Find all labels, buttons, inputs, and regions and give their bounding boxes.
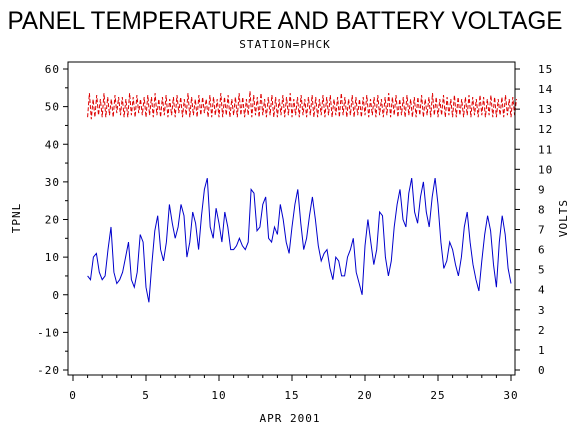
- left-tick-label: 40: [45, 138, 60, 151]
- chart-title: PANEL TEMPERATURE AND BATTERY VOLTAGE: [8, 7, 563, 35]
- chart-subtitle: STATION=PHCK: [239, 38, 330, 51]
- x-tick-label: 15: [284, 389, 299, 402]
- x-tick-label: 30: [503, 389, 518, 402]
- left-tick-label: 10: [45, 251, 60, 264]
- right-axis-label: VOLTS: [557, 199, 570, 237]
- right-tick-label: 11: [538, 143, 553, 156]
- left-tick-label: -20: [37, 364, 60, 377]
- right-tick-label: 0: [538, 364, 546, 377]
- left-axis-ticks: -20 -10 0 10 20 30 40 50 60: [37, 63, 68, 377]
- right-tick-label: 14: [538, 83, 553, 96]
- left-tick-label: 30: [45, 176, 60, 189]
- x-tick-label: 0: [69, 389, 77, 402]
- x-axis-label: APR 2001: [260, 412, 321, 425]
- right-tick-label: 10: [538, 163, 553, 176]
- x-tick-label: 20: [357, 389, 372, 402]
- left-tick-label: 50: [45, 101, 60, 114]
- battery-voltage-series: [87, 91, 517, 120]
- right-tick-label: 2: [538, 324, 546, 337]
- x-tick-label: 5: [142, 389, 150, 402]
- x-tick-label: 10: [211, 389, 226, 402]
- left-tick-label: 20: [45, 214, 60, 227]
- left-axis-label: TPNL: [10, 203, 23, 234]
- right-tick-label: 4: [538, 284, 546, 297]
- right-tick-label: 6: [538, 244, 546, 257]
- right-tick-label: 7: [538, 224, 546, 237]
- right-tick-label: 3: [538, 304, 546, 317]
- right-tick-label: 13: [538, 103, 553, 116]
- left-tick-label: 60: [45, 63, 60, 76]
- right-tick-label: 12: [538, 123, 553, 136]
- right-tick-label: 5: [538, 264, 546, 277]
- left-tick-label: -10: [37, 326, 60, 339]
- panel-temperature-series: [87, 177, 512, 303]
- right-tick-label: 1: [538, 344, 546, 357]
- x-tick-label: 25: [430, 389, 445, 402]
- right-tick-label: 9: [538, 183, 546, 196]
- x-axis-ticks: 0 5 10 15 20 25 30: [69, 375, 518, 402]
- right-tick-label: 15: [538, 63, 553, 76]
- left-tick-label: 0: [52, 289, 60, 302]
- series-layer: [87, 91, 517, 303]
- right-tick-label: 8: [538, 203, 546, 216]
- plot-frame: [67, 61, 516, 376]
